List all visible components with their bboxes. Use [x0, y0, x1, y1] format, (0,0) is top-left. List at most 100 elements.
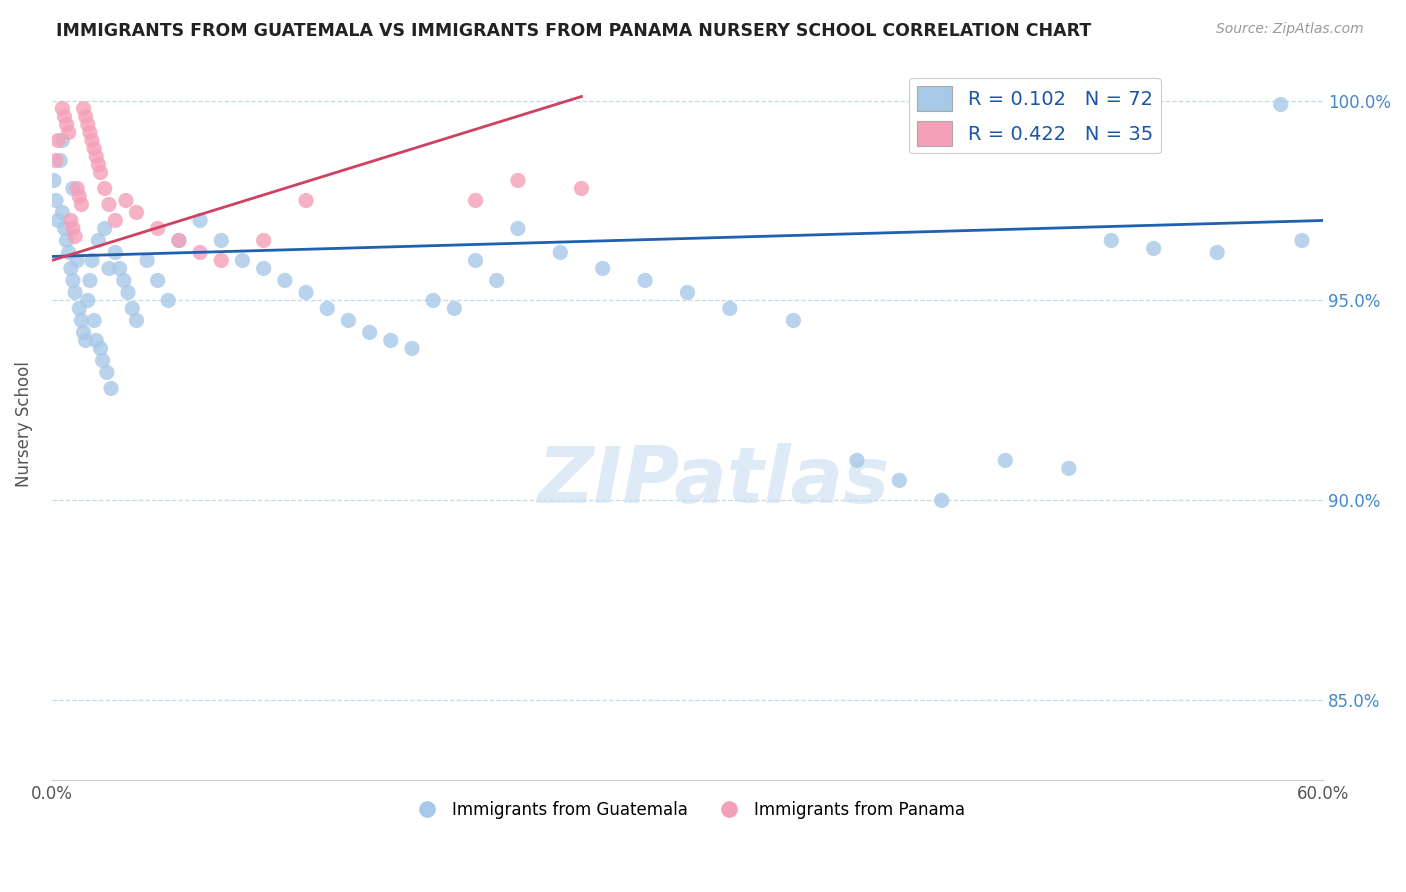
Point	[96, 366, 118, 380]
Point	[93, 221, 115, 235]
Point	[51, 205, 73, 219]
Point	[1142, 242, 1164, 256]
Point	[121, 301, 143, 316]
Point	[70, 313, 93, 327]
Point	[45, 153, 67, 168]
Point	[1270, 97, 1292, 112]
Point	[464, 253, 486, 268]
Point	[89, 165, 111, 179]
Point	[931, 493, 953, 508]
Point	[125, 205, 148, 219]
Point	[231, 253, 253, 268]
Point	[592, 261, 614, 276]
Point	[76, 293, 98, 308]
Point	[72, 102, 94, 116]
Text: IMMIGRANTS FROM GUATEMALA VS IMMIGRANTS FROM PANAMA NURSERY SCHOOL CORRELATION C: IMMIGRANTS FROM GUATEMALA VS IMMIGRANTS …	[56, 22, 1091, 40]
Point	[75, 110, 97, 124]
Point	[53, 110, 76, 124]
Point	[59, 261, 82, 276]
Point	[79, 126, 101, 140]
Point	[634, 273, 657, 287]
Point	[401, 342, 423, 356]
Point	[1291, 234, 1313, 248]
Point	[70, 197, 93, 211]
Point	[464, 194, 486, 208]
Point	[62, 181, 84, 195]
Point	[67, 301, 90, 316]
Point	[718, 301, 741, 316]
Point	[79, 273, 101, 287]
Point	[253, 261, 276, 276]
Point	[571, 181, 593, 195]
Point	[380, 334, 402, 348]
Point	[66, 253, 89, 268]
Point	[55, 234, 77, 248]
Point	[63, 285, 86, 300]
Point	[443, 301, 465, 316]
Point	[889, 474, 911, 488]
Point	[53, 221, 76, 235]
Point	[274, 273, 297, 287]
Text: ZIPatlas: ZIPatlas	[537, 443, 889, 519]
Point	[167, 234, 190, 248]
Point	[83, 141, 105, 155]
Point	[100, 381, 122, 395]
Point	[209, 253, 232, 268]
Legend: Immigrants from Guatemala, Immigrants from Panama: Immigrants from Guatemala, Immigrants fr…	[404, 794, 972, 825]
Point	[994, 453, 1017, 467]
Point	[76, 118, 98, 132]
Point	[359, 326, 381, 340]
Point	[80, 253, 103, 268]
Point	[45, 194, 67, 208]
Point	[46, 213, 69, 227]
Point	[62, 221, 84, 235]
Point	[782, 313, 804, 327]
Point	[80, 134, 103, 148]
Point	[84, 149, 107, 163]
Point	[337, 313, 360, 327]
Point	[146, 273, 169, 287]
Point	[66, 181, 89, 195]
Point	[846, 453, 869, 467]
Point	[422, 293, 444, 308]
Point	[115, 194, 138, 208]
Point	[676, 285, 699, 300]
Point	[93, 181, 115, 195]
Point	[46, 134, 69, 148]
Point	[97, 261, 120, 276]
Point	[506, 221, 529, 235]
Point	[87, 157, 110, 171]
Point	[62, 273, 84, 287]
Point	[58, 126, 80, 140]
Y-axis label: Nursery School: Nursery School	[15, 361, 32, 487]
Point	[316, 301, 339, 316]
Point	[104, 245, 127, 260]
Point	[167, 234, 190, 248]
Point	[209, 234, 232, 248]
Point	[125, 313, 148, 327]
Point	[104, 213, 127, 227]
Point	[59, 213, 82, 227]
Point	[58, 245, 80, 260]
Point	[91, 353, 114, 368]
Point	[42, 173, 65, 187]
Point	[67, 189, 90, 203]
Point	[188, 213, 211, 227]
Point	[188, 245, 211, 260]
Point	[84, 334, 107, 348]
Point	[49, 153, 72, 168]
Point	[75, 334, 97, 348]
Point	[146, 221, 169, 235]
Point	[295, 194, 318, 208]
Point	[117, 285, 139, 300]
Point	[97, 197, 120, 211]
Point	[1206, 245, 1229, 260]
Point	[136, 253, 159, 268]
Point	[157, 293, 180, 308]
Point	[83, 313, 105, 327]
Point	[87, 234, 110, 248]
Point	[295, 285, 318, 300]
Point	[112, 273, 135, 287]
Point	[55, 118, 77, 132]
Point	[51, 102, 73, 116]
